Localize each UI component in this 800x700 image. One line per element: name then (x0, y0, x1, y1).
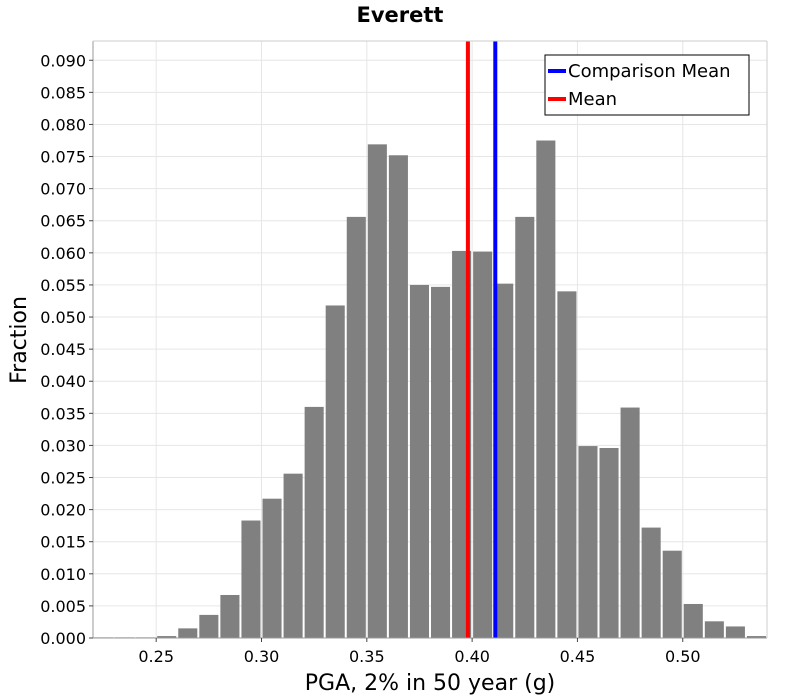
histogram-bar (178, 628, 198, 638)
histogram-bar (620, 407, 640, 638)
histogram-bar (746, 636, 766, 638)
histogram-bar (431, 286, 451, 638)
histogram-bar (473, 251, 493, 638)
histogram-bar (367, 144, 387, 638)
x-tick-label: 0.40 (454, 647, 490, 666)
y-tick-label: 0.020 (40, 501, 86, 520)
histogram-bars (94, 140, 766, 638)
y-tick-label: 0.085 (40, 83, 86, 102)
histogram-bar (283, 473, 303, 638)
histogram-bar (409, 284, 429, 638)
x-tick-label: 0.45 (560, 647, 596, 666)
legend-label-comparison-mean: Comparison Mean (568, 61, 731, 82)
y-tick-label: 0.070 (40, 180, 86, 199)
histogram-bar (199, 614, 219, 638)
histogram-bar (578, 446, 598, 638)
histogram-bar (241, 520, 261, 638)
histogram-bar (220, 594, 240, 638)
histogram-bar (536, 140, 556, 638)
histogram-bar (704, 621, 724, 638)
chart-title: Everett (357, 3, 444, 27)
histogram-bar (641, 527, 661, 638)
histogram-bar (346, 216, 366, 638)
x-tick-label: 0.35 (349, 647, 385, 666)
plot-area (93, 41, 767, 638)
x-axis-title: PGA, 2% in 50 year (g) (305, 671, 556, 696)
histogram-bar (304, 406, 324, 638)
histogram-bar (599, 447, 619, 638)
y-tick-label: 0.030 (40, 436, 86, 455)
y-tick-label: 0.060 (40, 244, 86, 263)
x-tick-label: 0.30 (244, 647, 280, 666)
y-tick-label: 0.015 (40, 533, 86, 552)
axes (92, 40, 768, 639)
legend-box (544, 54, 750, 116)
y-tick-label: 0.065 (40, 212, 86, 231)
histogram-bar (683, 603, 703, 638)
histogram-bar (494, 283, 514, 638)
y-tick-label: 0.025 (40, 469, 86, 488)
y-tick-label: 0.050 (40, 308, 86, 327)
histogram-bar (662, 550, 682, 638)
histogram-bar (557, 291, 577, 638)
y-tick-label: 0.075 (40, 148, 86, 167)
histogram-bar (157, 636, 177, 638)
y-tick-label: 0.040 (40, 372, 86, 391)
y-axis-ticks: 0.000 0.005 0.010 0.015 0.020 0.025 0.030 0.035… (40, 51, 93, 648)
legend-label-mean: Mean (568, 89, 617, 110)
y-tick-label: 0.080 (40, 115, 86, 134)
legend: Comparison Mean Mean (544, 54, 750, 116)
histogram-bar (325, 305, 345, 638)
y-tick-label: 0.090 (40, 51, 86, 70)
x-tick-label: 0.50 (665, 647, 701, 666)
histogram-bar (515, 216, 535, 638)
y-tick-label: 0.035 (40, 404, 86, 423)
y-tick-label: 0.055 (40, 276, 86, 295)
grid-lines (93, 41, 767, 639)
histogram-bar (262, 498, 282, 638)
mean-lines (465, 41, 498, 638)
x-axis-ticks: 0.25 0.30 0.35 0.40 0.45 0.50 (138, 638, 701, 666)
y-tick-label: 0.005 (40, 597, 86, 616)
histogram-bar (388, 155, 408, 638)
y-axis-title: Fraction (7, 296, 32, 384)
x-tick-label: 0.25 (138, 647, 174, 666)
y-tick-label: 0.045 (40, 340, 86, 359)
histogram-bar (725, 626, 745, 638)
y-tick-label: 0.000 (40, 629, 86, 648)
y-tick-label: 0.010 (40, 565, 86, 584)
